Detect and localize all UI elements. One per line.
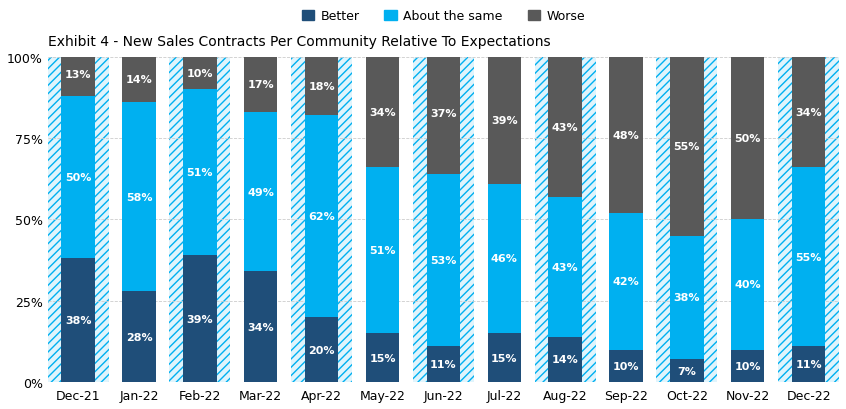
Bar <box>609 350 643 382</box>
Bar <box>305 317 338 382</box>
Bar <box>792 168 826 346</box>
Bar <box>548 197 582 337</box>
Text: 40%: 40% <box>734 280 761 290</box>
Bar <box>47 57 108 382</box>
Text: 43%: 43% <box>552 262 579 272</box>
Text: 34%: 34% <box>795 108 822 117</box>
Text: 55%: 55% <box>795 252 821 262</box>
Text: 58%: 58% <box>126 192 152 202</box>
Bar <box>792 57 826 168</box>
Bar <box>244 57 277 112</box>
Bar <box>426 346 460 382</box>
Bar <box>792 346 826 382</box>
Bar <box>487 333 521 382</box>
Text: 14%: 14% <box>125 75 152 85</box>
Text: Exhibit 4 - New Sales Contracts Per Community Relative To Expectations: Exhibit 4 - New Sales Contracts Per Comm… <box>47 35 550 49</box>
Text: 10%: 10% <box>734 361 761 371</box>
Text: 17%: 17% <box>247 80 274 90</box>
Bar <box>123 291 156 382</box>
Bar <box>656 57 717 382</box>
Text: 10%: 10% <box>613 361 640 371</box>
Text: 62%: 62% <box>308 211 335 222</box>
Text: 11%: 11% <box>795 360 822 369</box>
Bar <box>123 57 156 103</box>
Text: 55%: 55% <box>673 142 700 152</box>
Text: 46%: 46% <box>491 254 518 264</box>
Text: 53%: 53% <box>430 255 457 265</box>
Text: 28%: 28% <box>126 332 152 342</box>
Text: 14%: 14% <box>552 355 579 364</box>
Text: 15%: 15% <box>491 353 518 363</box>
Bar <box>244 272 277 382</box>
Text: 51%: 51% <box>187 168 213 178</box>
Bar <box>183 256 217 382</box>
Bar <box>778 57 839 382</box>
Bar <box>670 360 704 382</box>
Bar <box>183 90 217 256</box>
Bar <box>244 112 277 272</box>
Text: 51%: 51% <box>369 246 396 256</box>
Text: 37%: 37% <box>430 109 457 119</box>
Text: 38%: 38% <box>673 293 700 303</box>
Bar <box>548 57 582 197</box>
Text: 10%: 10% <box>187 69 213 79</box>
Bar <box>731 220 765 350</box>
Bar <box>731 350 765 382</box>
Bar <box>487 57 521 184</box>
Bar <box>487 184 521 333</box>
Text: 43%: 43% <box>552 122 579 132</box>
Bar <box>62 259 95 382</box>
Bar <box>365 57 399 168</box>
Text: 13%: 13% <box>65 70 91 80</box>
Text: 50%: 50% <box>734 134 761 144</box>
Bar <box>731 57 765 220</box>
Bar <box>670 57 704 236</box>
Bar <box>548 337 582 382</box>
Text: 48%: 48% <box>613 130 640 140</box>
Text: 11%: 11% <box>430 360 457 369</box>
Bar <box>426 54 460 174</box>
Bar <box>62 97 95 259</box>
Text: 39%: 39% <box>491 116 518 126</box>
Text: 38%: 38% <box>65 315 91 326</box>
Bar <box>183 57 217 90</box>
Bar <box>305 57 338 116</box>
Bar <box>609 213 643 350</box>
Bar <box>535 57 596 382</box>
Bar <box>123 103 156 291</box>
Bar <box>365 168 399 333</box>
Bar <box>670 236 704 360</box>
Text: 34%: 34% <box>247 322 274 332</box>
Text: 18%: 18% <box>308 82 335 92</box>
Text: 7%: 7% <box>678 366 696 376</box>
Text: 50%: 50% <box>65 173 91 182</box>
Bar <box>62 54 95 97</box>
Bar <box>365 333 399 382</box>
Bar <box>305 116 338 317</box>
Legend: Better, About the same, Worse: Better, About the same, Worse <box>297 5 590 28</box>
Text: 20%: 20% <box>309 345 335 355</box>
Bar <box>413 57 474 382</box>
Text: 34%: 34% <box>369 108 396 117</box>
Bar <box>609 57 643 213</box>
Text: 49%: 49% <box>247 187 274 197</box>
Text: 15%: 15% <box>369 353 396 363</box>
Bar <box>291 57 352 382</box>
Text: 42%: 42% <box>613 276 640 286</box>
Text: 39%: 39% <box>187 314 213 324</box>
Bar <box>426 174 460 346</box>
Bar <box>169 57 230 382</box>
